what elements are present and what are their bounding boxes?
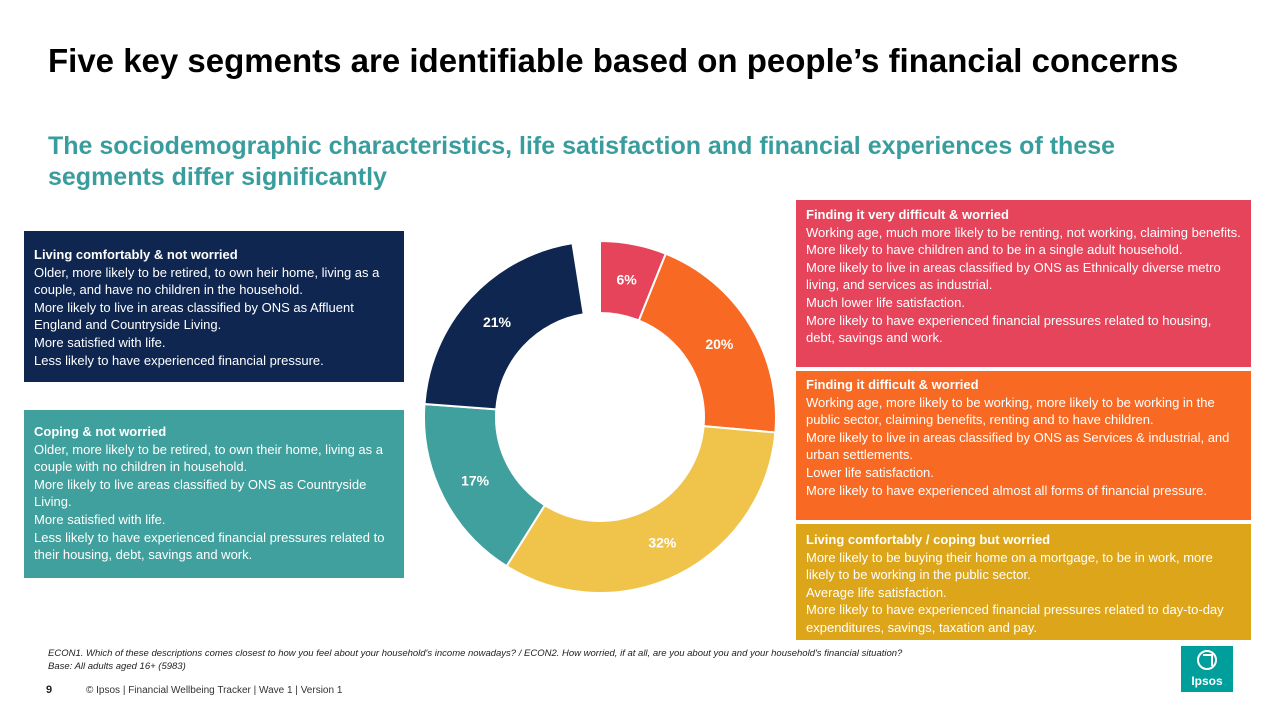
donut-slice-label: 6% <box>617 272 638 288</box>
segment-line: Working age, much more likely to be rent… <box>806 224 1241 258</box>
question-note: ECON1. Which of these descriptions comes… <box>48 648 903 659</box>
segment-line: More likely to live in areas classified … <box>806 429 1230 463</box>
segment-line: Less likely to have experienced financia… <box>34 529 385 563</box>
segment-line: More likely to live in areas classified … <box>806 259 1221 293</box>
segment-box-very-difficult: Finding it very difficult & worried Work… <box>796 200 1251 367</box>
segment-box-coping: Coping & not worried Older, more likely … <box>24 410 404 578</box>
segment-line: More likely to live areas classified by … <box>34 476 367 510</box>
segment-title: Finding it very difficult & worried <box>806 207 1009 222</box>
segment-line: More likely to have experienced almost a… <box>806 482 1208 498</box>
ipsos-logo: Ipsos <box>1181 646 1233 692</box>
segment-line: More likely to be buying their home on a… <box>806 549 1213 583</box>
segment-title: Finding it difficult & worried <box>806 377 979 392</box>
logo-mark-icon <box>1197 650 1217 670</box>
base-note: Base: All adults aged 16+ (5983) <box>48 661 186 672</box>
segment-box-coping-but-worried: Living comfortably / coping but worried … <box>796 524 1251 640</box>
segment-line: More likely to live in areas classified … <box>34 299 354 333</box>
segment-line: More likely to have experienced financia… <box>806 312 1212 346</box>
segment-title: Living comfortably / coping but worried <box>806 532 1051 547</box>
segment-box-difficult: Finding it difficult & worried Working a… <box>796 371 1251 520</box>
donut-slice-label: 32% <box>648 534 677 550</box>
donut-chart: 6% 20% 32% 17% 21% <box>423 239 777 594</box>
donut-slice-label: 20% <box>705 336 734 352</box>
segment-line: More satisfied with life. <box>34 511 166 527</box>
donut-slice <box>505 425 777 594</box>
segment-line: Lower life satisfaction. <box>806 464 934 480</box>
segment-line: Average life satisfaction. <box>806 584 947 600</box>
donut-slice <box>637 252 777 434</box>
donut-slice-label: 17% <box>461 472 490 488</box>
segment-title: Coping & not worried <box>34 424 167 439</box>
segment-line: Working age, more likely to be working, … <box>806 394 1215 428</box>
page-number: 9 <box>46 684 53 696</box>
segment-line: Less likely to have experienced financia… <box>34 352 324 368</box>
segment-line: Older, more likely to be retired, to own… <box>34 264 380 298</box>
segment-box-living-comfortably: Living comfortably & not worried Older, … <box>24 231 404 382</box>
donut-slice <box>423 242 585 411</box>
page-title: Five key segments are identifiable based… <box>48 42 1179 79</box>
segment-line: More satisfied with life. <box>34 334 166 350</box>
segment-title: Living comfortably & not worried <box>34 247 238 262</box>
logo-text: Ipsos <box>1191 674 1223 688</box>
donut-slice-label: 21% <box>483 314 512 330</box>
segment-line: More likely to have experienced financia… <box>806 602 1224 635</box>
copyright: © Ipsos | Financial Wellbeing Tracker | … <box>86 685 343 696</box>
segment-line: Much lower life satisfaction. <box>806 294 965 310</box>
segment-line: Older, more likely to be retired, to own… <box>34 441 383 475</box>
page-subtitle: The sociodemographic characteristics, li… <box>48 132 1116 191</box>
